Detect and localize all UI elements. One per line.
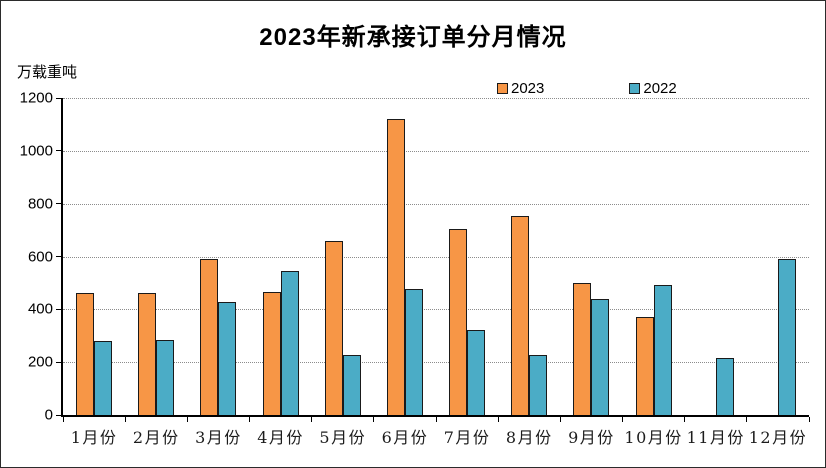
y-tick-label-800: 800 [27, 195, 53, 213]
gridline-800 [63, 203, 809, 205]
legend-swatch-2023-icon [497, 83, 508, 94]
bar-2022-9月份 [591, 299, 610, 415]
bar-2023-5月份 [324, 241, 343, 415]
bar-2022-5月份 [342, 355, 361, 415]
x-tick-mark-0 [62, 417, 64, 422]
x-tick-mark-9 [622, 417, 623, 422]
legend-item-2023: 2023 [497, 80, 544, 97]
bar-2023-4月份 [262, 291, 281, 415]
x-tick-mark-10 [684, 417, 686, 422]
bar-2023-9月份 [573, 282, 592, 415]
gridline-400 [63, 309, 809, 311]
x-tick-mark-3 [249, 417, 250, 422]
x-tick-label-12月份: 12月份 [748, 428, 808, 447]
x-axis-line [61, 415, 809, 417]
bar-2022-7月份 [467, 329, 486, 415]
bar-2023-8月份 [511, 216, 530, 415]
y-tick-mark-1200 [56, 97, 61, 99]
bar-2022-1月份 [94, 341, 113, 415]
bar-2022-6月份 [404, 289, 423, 415]
x-tick-label-1月份: 1月份 [70, 428, 118, 447]
gridline-200 [63, 362, 809, 364]
x-tick-mark-2 [186, 417, 188, 422]
y-tick-mark-0 [56, 414, 61, 416]
bar-2023-7月份 [449, 228, 468, 415]
x-tick-mark-1 [124, 417, 126, 422]
y-tick-label-400: 400 [27, 300, 53, 318]
y-axis-line [61, 98, 63, 417]
legend-label-2022: 2022 [643, 80, 677, 97]
bar-2023-1月份 [76, 293, 95, 415]
bar-2022-12月份 [777, 259, 796, 415]
y-tick-mark-200 [56, 361, 61, 363]
x-tick-label-9月份: 9月份 [568, 428, 615, 447]
x-tick-mark-5 [373, 417, 375, 422]
x-tick-label-8月份: 8月份 [505, 428, 553, 447]
bar-2023-2月份 [138, 292, 157, 415]
x-tick-label-11月份: 11月份 [686, 428, 745, 447]
y-tick-mark-600 [56, 256, 61, 257]
x-tick-label-4月份: 4月份 [257, 428, 304, 447]
bar-2023-6月份 [386, 118, 405, 415]
x-tick-label-10月份: 10月份 [624, 428, 683, 447]
y-tick-mark-800 [56, 203, 61, 205]
y-axis-unit-label: 万载重吨 [17, 64, 78, 81]
bar-2022-2月份 [156, 340, 175, 415]
bar-2023-10月份 [635, 317, 654, 415]
x-tick-mark-7 [497, 417, 499, 422]
bar-2022-11月份 [715, 357, 734, 415]
y-tick-label-600: 600 [27, 248, 53, 265]
bar-2022-10月份 [653, 284, 672, 415]
x-tick-label-6月份: 6月份 [381, 428, 429, 447]
x-tick-label-7月份: 7月份 [443, 428, 491, 447]
plot-area: 0 200 400 600 800 1000 1200 1月份 2月份 3月份 4月份 5月份 6月份 7… [20, 90, 810, 447]
x-tick-mark-6 [435, 417, 437, 422]
chart-title: 2023年新承接订单分月情况 [259, 24, 567, 51]
x-tick-label-2月份: 2月份 [132, 428, 180, 447]
x-tick-mark-11 [746, 417, 748, 422]
bar-2023-3月份 [200, 258, 219, 415]
legend-item-2022: 2022 [629, 80, 677, 97]
x-tick-mark-4 [311, 417, 313, 422]
legend-label-2023: 2023 [511, 80, 545, 97]
y-tick-mark-1000 [56, 150, 61, 152]
y-tick-label-200: 200 [27, 353, 53, 371]
y-tick-mark-400 [56, 308, 61, 310]
x-tick-label-5月份: 5月份 [319, 428, 367, 447]
y-tick-label-0: 0 [44, 406, 53, 424]
y-tick-label-1000: 1000 [19, 142, 53, 160]
bar-2022-4月份 [280, 271, 299, 415]
legend: 2023 2022 [497, 80, 677, 97]
y-tick-label-1200: 1200 [19, 89, 53, 107]
x-tick-mark-12 [808, 417, 810, 422]
legend-swatch-2022-icon [629, 83, 641, 94]
x-tick-label-3月份: 3月份 [195, 428, 242, 447]
x-tick-mark-8 [559, 417, 561, 422]
gridline-1000 [63, 150, 809, 152]
bar-2022-3月份 [218, 302, 237, 415]
bar-2022-8月份 [529, 354, 548, 415]
gridline-1200 [63, 98, 809, 99]
gridline-600 [63, 256, 809, 258]
